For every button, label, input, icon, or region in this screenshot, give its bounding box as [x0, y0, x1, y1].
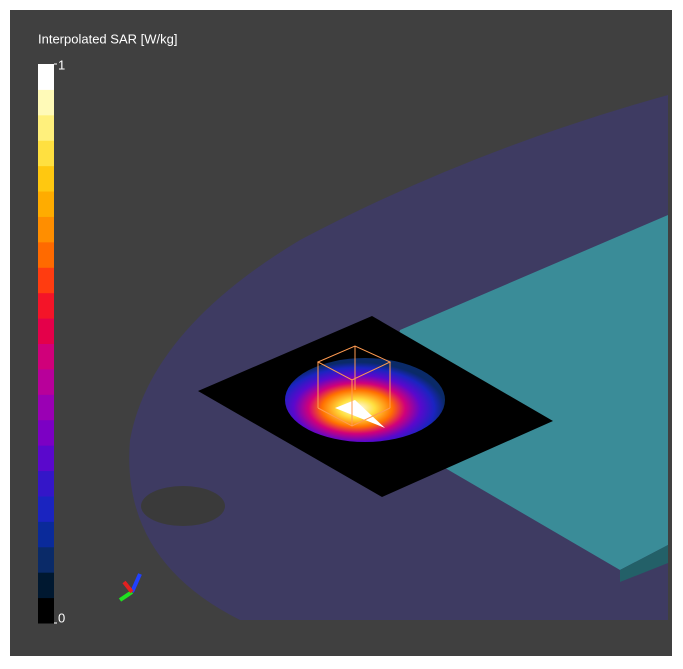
colorbar-swatch	[38, 318, 54, 344]
colorbar-swatch	[38, 495, 54, 522]
colorbar-swatch	[38, 445, 54, 472]
colorbar-swatch	[38, 165, 54, 192]
colorbar-swatch	[38, 394, 54, 421]
colorbar: 01	[38, 57, 65, 625]
colorbar-swatch	[38, 216, 54, 243]
colorbar-title: Interpolated SAR [W/kg]	[38, 31, 177, 46]
colorbar-swatch	[38, 546, 54, 573]
antenna-wireframe	[316, 345, 392, 427]
colorbar-swatch	[38, 64, 54, 90]
colorbar-swatch	[38, 140, 54, 167]
colorbar-swatch	[38, 89, 54, 116]
colorbar-swatch	[38, 521, 54, 548]
colorbar-swatch	[38, 191, 54, 217]
sar-hotspot	[285, 358, 445, 442]
colorbar-swatch	[38, 572, 54, 599]
sar-peak	[335, 400, 385, 428]
tissue-slab	[380, 215, 668, 570]
colorbar-swatch	[38, 292, 54, 319]
slab-edge	[620, 545, 668, 582]
colorbar-swatch	[38, 597, 54, 624]
colorbar-tick-label: 1	[58, 57, 65, 72]
colorbar-swatch	[38, 114, 54, 141]
colorbar-swatch	[38, 343, 54, 370]
colorbar-swatch	[38, 470, 54, 497]
phantom-hole	[141, 486, 225, 526]
colorbar-tick-label: 0	[58, 610, 65, 625]
colorbar-swatch	[38, 267, 54, 294]
axis-triad	[118, 573, 142, 602]
colorbar-swatch	[38, 368, 54, 395]
colorbar-swatch	[38, 419, 54, 446]
colorbar-swatch	[38, 241, 54, 268]
